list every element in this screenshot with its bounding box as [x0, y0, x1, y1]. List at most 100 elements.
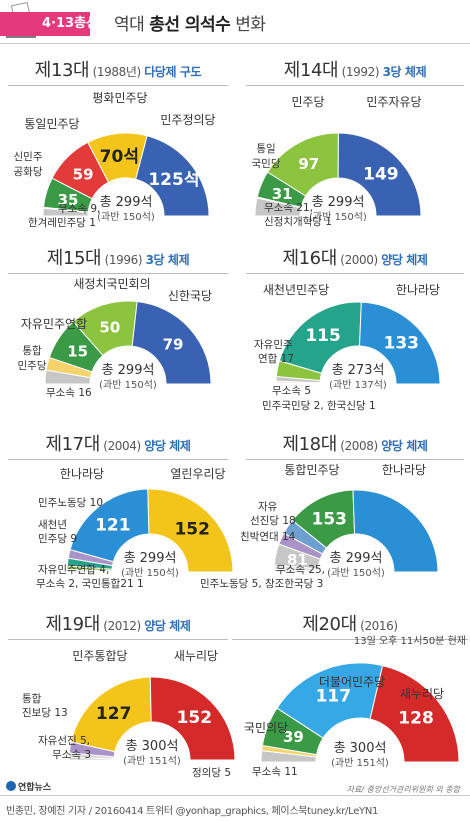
party-label: 자유 — [258, 501, 278, 513]
chart-panel-20: 제20대 (2016) 39 117 128 총 300석 (과반 151석) 더불어민주… — [192, 610, 468, 782]
party-label: 무소속 5 — [272, 385, 311, 397]
slice-value-label: 133 — [384, 333, 420, 353]
party-label: 무소속 11 — [252, 766, 298, 778]
party-label: 신민주 — [14, 151, 43, 163]
slice-value-label: 35 — [58, 191, 79, 209]
slice-value-label: 153 — [311, 509, 347, 529]
panel-title: 제17대 (2004) 양당 체제 — [8, 430, 228, 460]
party-label: 새천년 — [38, 519, 67, 531]
party-label: 자유민주연합 4, — [38, 564, 109, 576]
party-label: 무소속 16 — [46, 387, 92, 399]
party-label: 민주당 — [291, 95, 324, 109]
party-label: 연합 17 — [258, 353, 294, 365]
party-label: 친박연대 14 — [240, 531, 296, 543]
yonhap-logo-icon — [6, 781, 16, 791]
majority-label: (과반 150석) — [99, 379, 157, 391]
slice-value-label: 59 — [73, 165, 94, 183]
slice-value-label: 70석 — [100, 147, 139, 167]
slice-value-label: 115 — [305, 326, 341, 346]
slice-value-label: 152 — [174, 520, 210, 540]
pie-slice — [276, 662, 384, 739]
page-title: 역대 총선 의석수 변화 — [114, 10, 266, 35]
party-label: 민주노동당 10 — [38, 497, 103, 509]
party-system: 3당 체제 — [382, 65, 427, 79]
election-year: (1988년) — [89, 65, 145, 79]
election-year: (2004) — [99, 439, 145, 453]
total-seats-label: 총 299석 — [100, 195, 153, 210]
party-label: 통합 — [22, 345, 42, 357]
footer-credit: 빈종민, 장예진 기자 / 20160414 트위터 @yonhap_graph… — [6, 806, 379, 817]
slice-value-label: 149 — [363, 164, 399, 184]
party-label: 민주통합당 — [72, 649, 127, 663]
party-label: 통일 — [256, 142, 275, 155]
header-badge-bar — [0, 12, 90, 36]
title-underline — [8, 459, 228, 460]
pie-slice — [135, 135, 210, 217]
pie-svg: 15 50 79 총 299석(과반 150석) 새정치국민회의신한국당자유민주연합통합… — [18, 277, 213, 399]
party-label: 국민당 — [252, 158, 281, 170]
pie-svg: 39 117 128 총 300석(과반 151석) 더불어민주당새누리당국민의당정의당… — [192, 635, 466, 779]
election-year: (2012) — [99, 619, 145, 633]
total-seats-label: 총 299석 — [330, 551, 383, 566]
party-label: 국민의당 — [244, 721, 288, 735]
party-label: 신정치개혁당 1 — [264, 216, 332, 228]
slice-value-label: 50 — [99, 318, 120, 336]
assembly-number: 제20대 — [302, 614, 357, 635]
header-divider — [0, 43, 470, 44]
title-underline — [232, 639, 468, 640]
election-year: (1996) — [101, 253, 146, 267]
chart-panel-14: 제14대 (1992) 3당 체제 31 97 149 총 299석 (과반 150석) 민… — [246, 56, 464, 232]
party-label: 새누리당 — [400, 687, 444, 701]
footer-divider — [0, 795, 470, 796]
party-label: 새정치국민회의 — [73, 277, 150, 291]
slice-value-label: 39 — [283, 728, 304, 746]
party-label: 열린우리당 — [170, 467, 225, 481]
slice-value-label: 97 — [298, 155, 319, 173]
party-system: 3당 체제 — [145, 253, 190, 267]
majority-label: (과반 150석) — [309, 211, 367, 223]
pie-slice — [278, 301, 362, 374]
pie-slice — [147, 488, 234, 573]
party-label: 민주당 9 — [38, 533, 77, 545]
party-label: 민주노동당 5, 창조한국당 3 — [200, 578, 323, 590]
majority-label: (과반 150석) — [121, 567, 179, 579]
total-seats-label: 총 299석 — [312, 195, 365, 210]
party-label: 한나라당 — [60, 467, 104, 481]
party-label: 민주당 — [18, 360, 47, 372]
party-label: 민주정의당 — [160, 113, 215, 127]
chart-panel-13: 제13대 (1988년) 다당제 구도 35 59 70석 125석 총 299석 (과반 … — [8, 56, 228, 232]
slice-value-label: 81 — [287, 551, 308, 569]
election-year: (2008) — [336, 439, 382, 453]
party-label: 무소속 3 — [52, 749, 91, 761]
title-bold: 총선 의석수 — [149, 15, 231, 35]
panel-title: 제13대 (1988년) 다당제 구도 — [8, 56, 228, 86]
assembly-number: 제17대 — [45, 434, 100, 455]
assembly-number: 제15대 — [46, 248, 102, 269]
party-system: 양당 체제 — [144, 439, 191, 453]
chart-panel-19: 제19대 (2012) 양당 체제 127 152 총 300석 (과반 151석) 민주… — [8, 610, 236, 782]
logo-text: 연합뉴스 — [18, 783, 52, 793]
title-suffix: 변화 — [230, 15, 266, 35]
party-label: 정의당 5 — [192, 767, 231, 779]
party-label: 자유민주 — [254, 339, 293, 351]
party-system: 양당 체제 — [381, 253, 428, 267]
chart-panel-16: 제16대 (2000) 양당 체제 115 133 총 273석 (과반 137석) 새천… — [246, 244, 464, 416]
party-label: 무소속 25, — [276, 564, 325, 576]
title-underline — [8, 273, 228, 274]
total-seats-label: 총 300석 — [126, 739, 179, 754]
assembly-number: 제18대 — [282, 434, 337, 455]
party-system: 양당 체제 — [381, 439, 428, 453]
header-badge: 4·13총선 — [42, 16, 98, 31]
slice-value-label: 15 — [67, 342, 88, 360]
panel-title: 제19대 (2012) 양당 체제 — [8, 610, 228, 640]
majority-label: (과반 151석) — [123, 755, 181, 767]
party-system: 양당 체제 — [144, 619, 191, 633]
assembly-number: 제14대 — [283, 60, 339, 81]
assembly-number: 제19대 — [45, 614, 100, 635]
total-seats-label: 총 299석 — [102, 363, 155, 378]
slice-value-label: 121 — [95, 515, 131, 535]
